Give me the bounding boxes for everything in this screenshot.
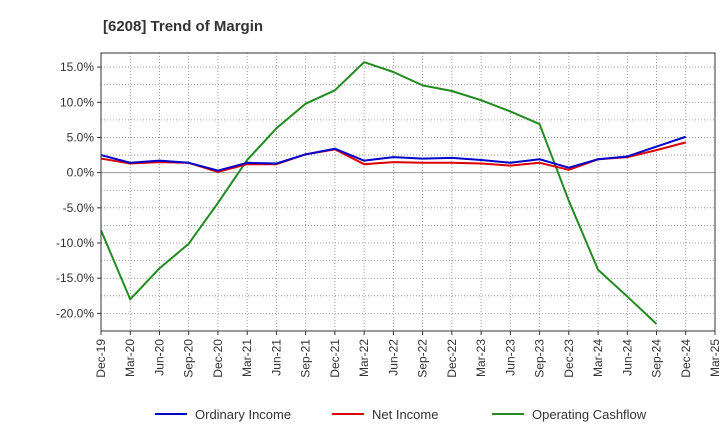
series-line-operating-cashflow <box>100 61 658 325</box>
x-tick-label: Dec-19 <box>94 339 108 378</box>
x-tick-label: Jun-21 <box>269 339 283 376</box>
x-tick-label: Dec-21 <box>328 339 342 378</box>
chart-title: [6208] Trend of Margin <box>103 18 263 35</box>
x-tick-label: Jun-24 <box>620 339 634 376</box>
y-tick-label: -20.0% <box>56 306 94 320</box>
y-tick-label: 15.0% <box>60 60 94 74</box>
plot-frame <box>100 52 716 332</box>
x-tick-label: Dec-24 <box>679 339 693 378</box>
x-tick-label: Mar-23 <box>474 339 488 377</box>
x-tick-label: Dec-22 <box>445 339 459 378</box>
series-layer <box>100 61 687 325</box>
y-tick-label: 5.0% <box>67 130 95 144</box>
x-tick-label: Jun-20 <box>152 339 166 376</box>
legend-label-net-income: Net Income <box>372 407 438 422</box>
x-tick-label: Sep-21 <box>299 339 313 378</box>
x-tick-label: Sep-20 <box>182 339 196 378</box>
x-tick-label: Mar-21 <box>240 339 254 377</box>
x-axis-ticks: Dec-19 Mar-20 Jun-20 Sep-20 Dec-20 Mar-21 Jun-… <box>94 331 720 378</box>
y-tick-label: 10.0% <box>60 95 94 109</box>
x-tick-label: Sep-23 <box>533 339 547 378</box>
x-tick-label: Dec-23 <box>562 339 576 378</box>
y-tick-label: 0.0% <box>67 166 95 180</box>
y-tick-label: -10.0% <box>56 236 94 250</box>
x-tick-label: Sep-22 <box>416 339 430 378</box>
y-tick-label: -15.0% <box>56 271 94 285</box>
x-tick-label: Mar-25 <box>708 339 720 377</box>
x-tick-label: Jun-23 <box>503 339 517 376</box>
x-tick-label: Sep-24 <box>650 339 664 378</box>
plot-area <box>101 53 715 331</box>
legend-label-ordinary-income: Ordinary Income <box>195 407 291 422</box>
legend: Ordinary Income Net Income Operating Cashf… <box>155 407 647 422</box>
y-axis-ticks: 15.0% 10.0% 5.0% 0.0% -5.0% -10.0% -15.0% -20.0… <box>56 60 101 320</box>
x-tick-label: Jun-22 <box>386 339 400 376</box>
legend-label-operating-cashflow: Operating Cashflow <box>532 407 647 422</box>
series-line-ordinary-income <box>100 135 687 172</box>
x-tick-label: Dec-20 <box>211 339 225 378</box>
grid-lines <box>101 53 715 331</box>
x-tick-label: Mar-24 <box>591 339 605 377</box>
x-tick-label: Mar-20 <box>123 339 137 377</box>
y-tick-label: -5.0% <box>63 201 95 215</box>
x-tick-label: Mar-22 <box>357 339 371 377</box>
